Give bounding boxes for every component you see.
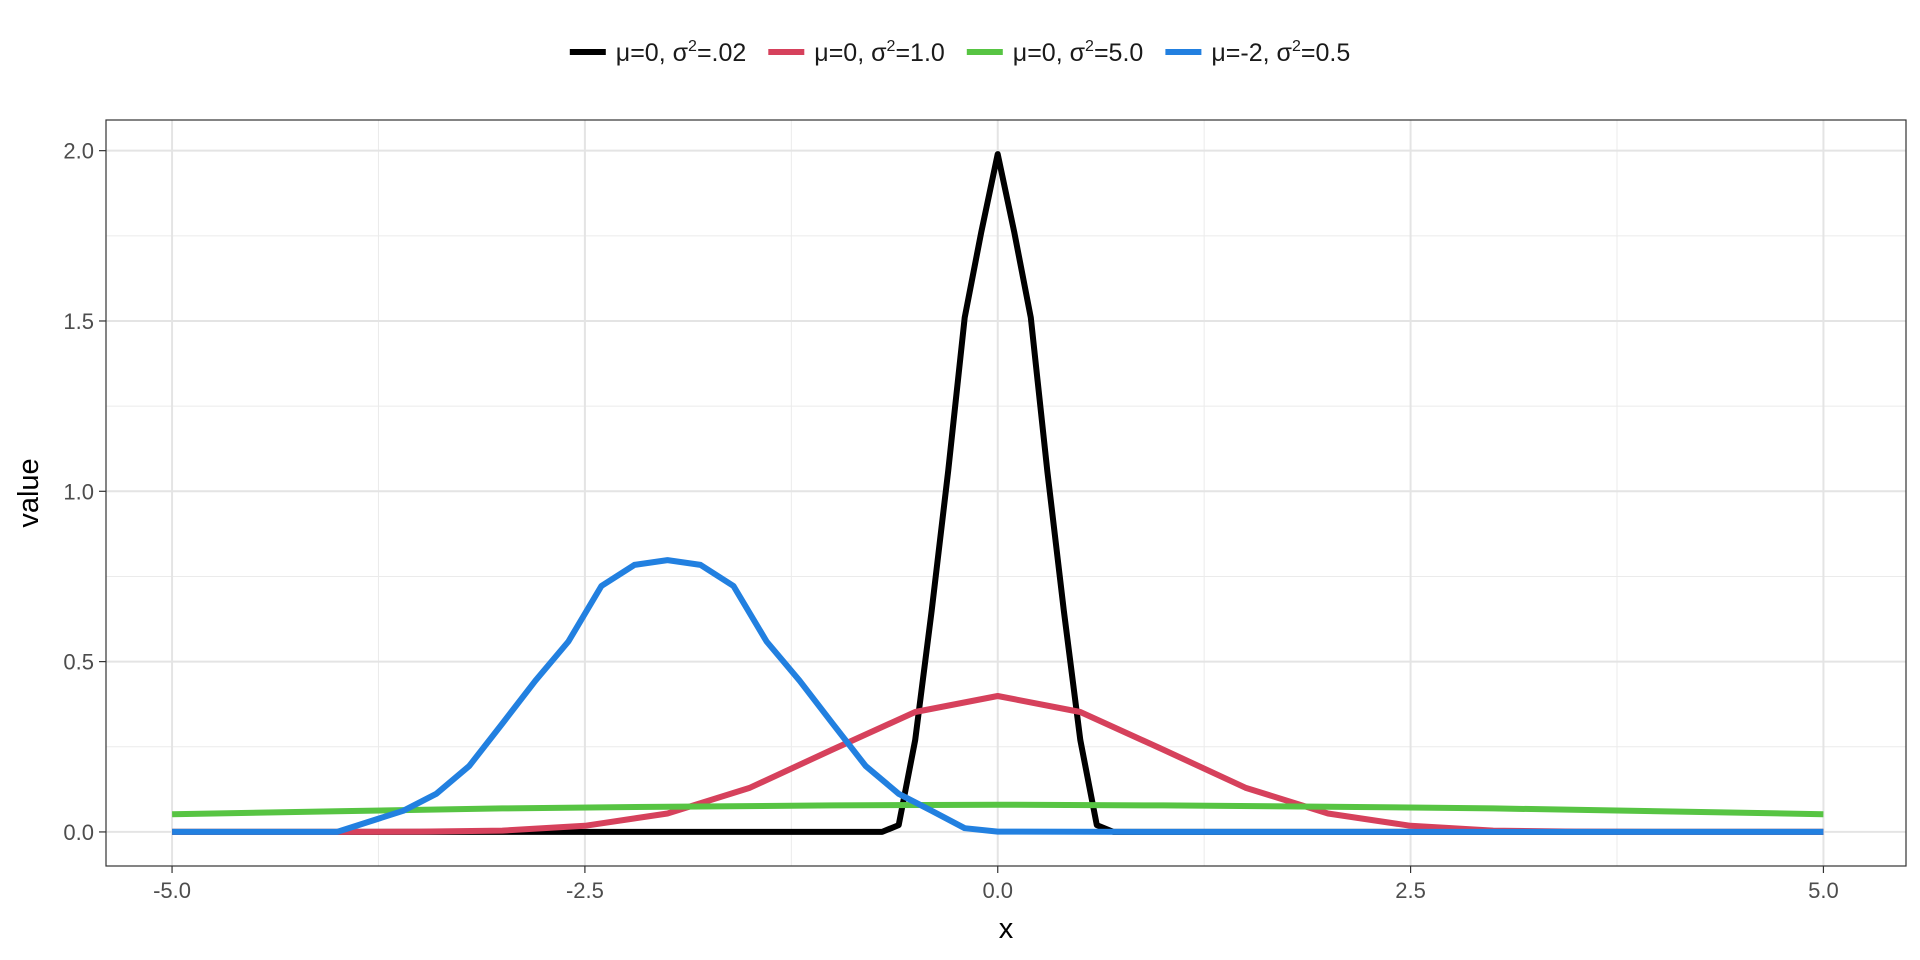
axes: -5.0 -2.5 0.0 2.5 5.0 0.0 0.5 1.0 1.5 2.0: [63, 139, 1838, 903]
x-tick-label: 0.0: [982, 878, 1013, 903]
plot-border: [105, 119, 1907, 867]
legend: μ=0, σ2=.02 μ=0, σ2=1.0 μ=0, σ2=5.0 μ=-2, σ…: [569, 38, 1350, 67]
legend-item: μ=-2, σ2=0.5: [1165, 38, 1350, 67]
plot-panel: [106, 120, 1906, 866]
y-tick-label: 1.5: [63, 309, 94, 334]
x-axis-title: x: [999, 913, 1014, 945]
x-tick-label: -2.5: [566, 878, 604, 903]
series-line-3: [172, 801, 1824, 818]
x-tick-label: -5.0: [153, 878, 191, 903]
x-tick-label: 2.5: [1395, 878, 1426, 903]
legend-label: μ=-2, σ2=0.5: [1211, 38, 1350, 67]
y-tick-label: 0.5: [63, 650, 94, 675]
y-tick-label: 2.0: [63, 139, 94, 164]
legend-label: μ=0, σ2=5.0: [1013, 38, 1144, 67]
legend-item: μ=0, σ2=1.0: [768, 38, 945, 67]
legend-label: μ=0, σ2=1.0: [814, 38, 945, 67]
y-tick-label: 0.0: [63, 820, 94, 845]
series-line-4: [172, 557, 1824, 835]
x-tick-label: 5.0: [1808, 878, 1839, 903]
y-tick-label: 1.0: [63, 479, 94, 504]
legend-label: μ=0, σ2=.02: [616, 38, 747, 67]
y-axis-title: value: [13, 458, 45, 527]
legend-item: μ=0, σ2=.02: [569, 38, 747, 67]
series-lines: [172, 151, 1824, 835]
legend-item: μ=0, σ2=5.0: [966, 38, 1144, 67]
